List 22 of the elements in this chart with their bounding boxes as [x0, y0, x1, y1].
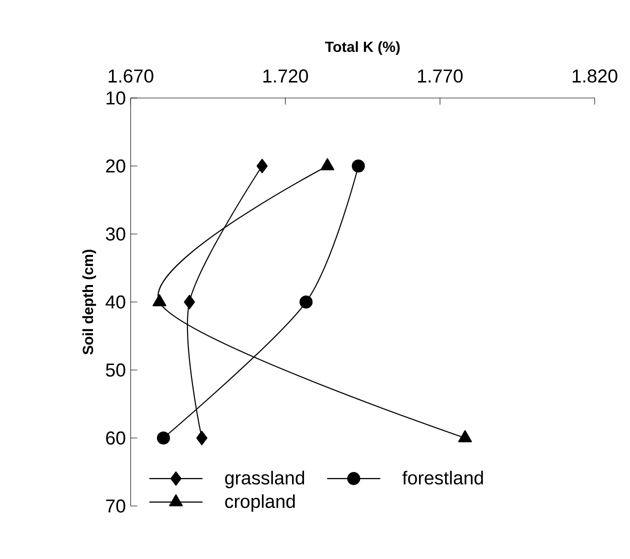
y-tick-label: 20 [106, 159, 126, 172]
y-tick-label: 30 [106, 227, 126, 240]
point [352, 159, 365, 172]
legend-label: forestland [402, 470, 483, 484]
point [256, 158, 268, 174]
x-axis-title: Total K (%) [325, 41, 400, 55]
y-tick-label: 40 [106, 295, 126, 308]
y-axis-title: Soil depth (cm) [82, 250, 96, 354]
y-tick-label: 50 [106, 363, 126, 376]
point [184, 294, 195, 310]
legend-label: grassland [225, 470, 304, 488]
x-tick-label: 1.820 [572, 69, 618, 82]
x-tick-label: 1.670 [108, 69, 154, 82]
point [156, 431, 170, 444]
y-tick-label: 70 [106, 499, 126, 512]
y-tick-label: 60 [106, 431, 126, 444]
x-tick-label: 1.720 [263, 69, 308, 82]
x-tick-label: 1.770 [418, 69, 463, 82]
point [196, 430, 208, 446]
point [300, 295, 313, 308]
y-tick-label: 10 [106, 91, 126, 104]
legend-label: cropland [225, 494, 295, 512]
